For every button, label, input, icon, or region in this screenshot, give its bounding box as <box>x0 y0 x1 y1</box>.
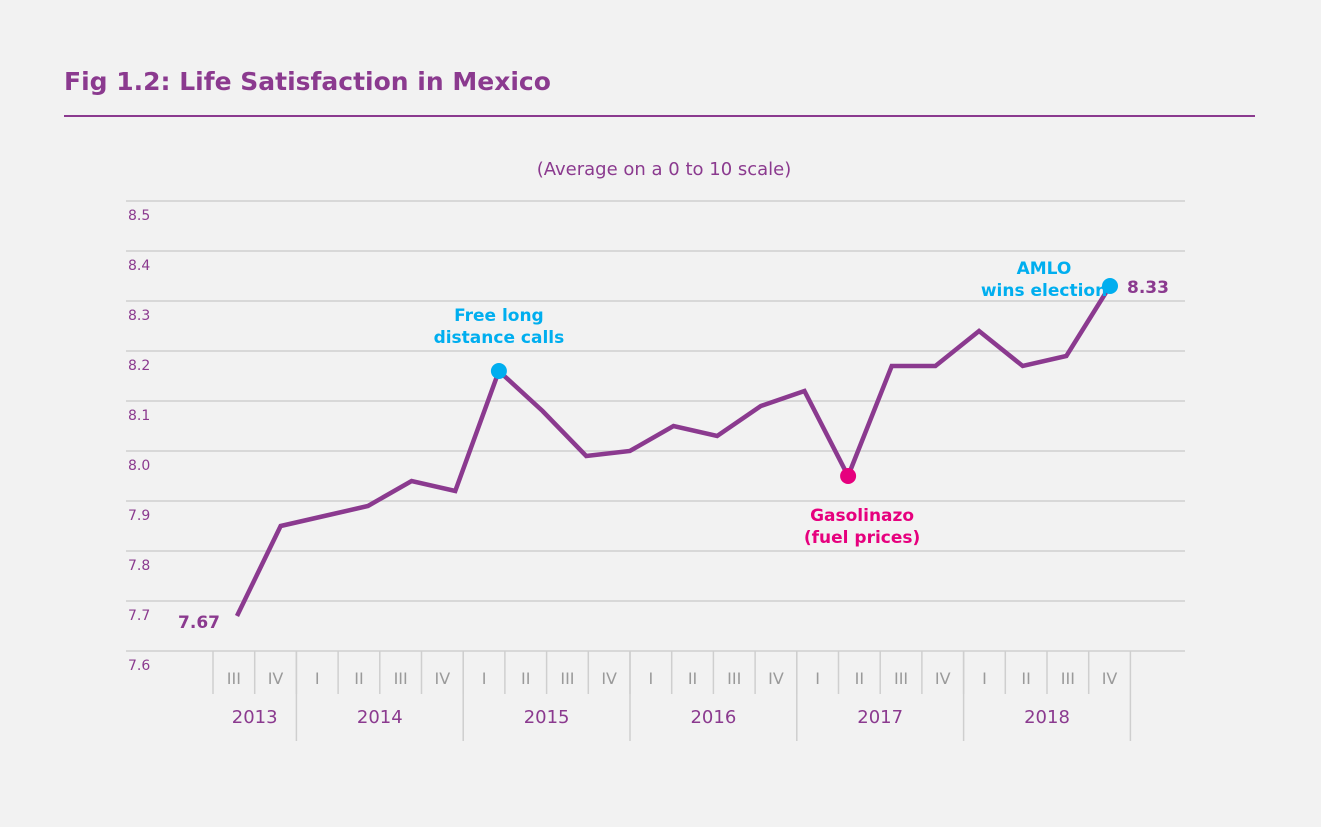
quarter-label: IV <box>768 669 784 688</box>
quarter-label: IV <box>601 669 617 688</box>
quarter-label: I <box>982 669 987 688</box>
y-tick-label: 7.6 <box>128 658 150 674</box>
y-tick-label: 7.9 <box>128 508 150 524</box>
quarter-label: IV <box>268 669 284 688</box>
quarter-label: III <box>727 669 741 688</box>
data-label: 8.33 <box>1127 278 1169 298</box>
y-tick-label: 7.8 <box>128 558 150 574</box>
chart-subtitle: (Average on a 0 to 10 scale) <box>537 159 792 180</box>
quarter-label: II <box>521 669 530 688</box>
y-tick-label: 8.1 <box>128 408 150 424</box>
quarter-label: I <box>648 669 653 688</box>
annotation-text: Gasolinazo <box>810 506 914 526</box>
quarter-label: IV <box>435 669 451 688</box>
quarter-label: II <box>855 669 864 688</box>
quarter-label: III <box>560 669 574 688</box>
annotation-text: wins election <box>981 281 1107 301</box>
quarter-label: IV <box>1102 669 1118 688</box>
data-label: 7.67 <box>178 613 220 633</box>
y-tick-label: 8.0 <box>128 458 150 474</box>
y-tick-label: 8.5 <box>128 208 150 224</box>
year-label: 2016 <box>690 707 736 728</box>
quarter-label: I <box>815 669 820 688</box>
quarter-label: II <box>354 669 363 688</box>
annotation-text: (fuel prices) <box>804 528 920 548</box>
y-tick-label: 8.2 <box>128 358 150 374</box>
quarter-label: III <box>394 669 408 688</box>
quarter-label: III <box>227 669 241 688</box>
annotation-text: AMLO <box>1017 259 1072 279</box>
annotation-marker <box>490 363 507 379</box>
year-label: 2018 <box>1024 707 1070 728</box>
annotation-text: distance calls <box>434 328 565 348</box>
year-label: 2017 <box>857 707 903 728</box>
y-tick-label: 8.3 <box>128 308 150 324</box>
quarter-label: I <box>482 669 487 688</box>
y-tick-label: 8.4 <box>128 258 150 274</box>
annotation-marker <box>840 468 857 484</box>
quarter-label: III <box>894 669 908 688</box>
year-label: 2013 <box>232 707 278 728</box>
year-label: 2015 <box>524 707 570 728</box>
year-label: 2014 <box>357 707 403 728</box>
annotation-text: Free long <box>454 306 544 326</box>
quarter-label: II <box>1021 669 1030 688</box>
quarter-label: I <box>315 669 320 688</box>
annotation-marker <box>1102 278 1118 294</box>
quarter-label: IV <box>935 669 951 688</box>
y-tick-label: 7.7 <box>128 608 150 624</box>
quarter-label: II <box>688 669 697 688</box>
chart-title: Fig 1.2: Life Satisfaction in Mexico <box>64 67 551 96</box>
quarter-label: III <box>1061 669 1075 688</box>
